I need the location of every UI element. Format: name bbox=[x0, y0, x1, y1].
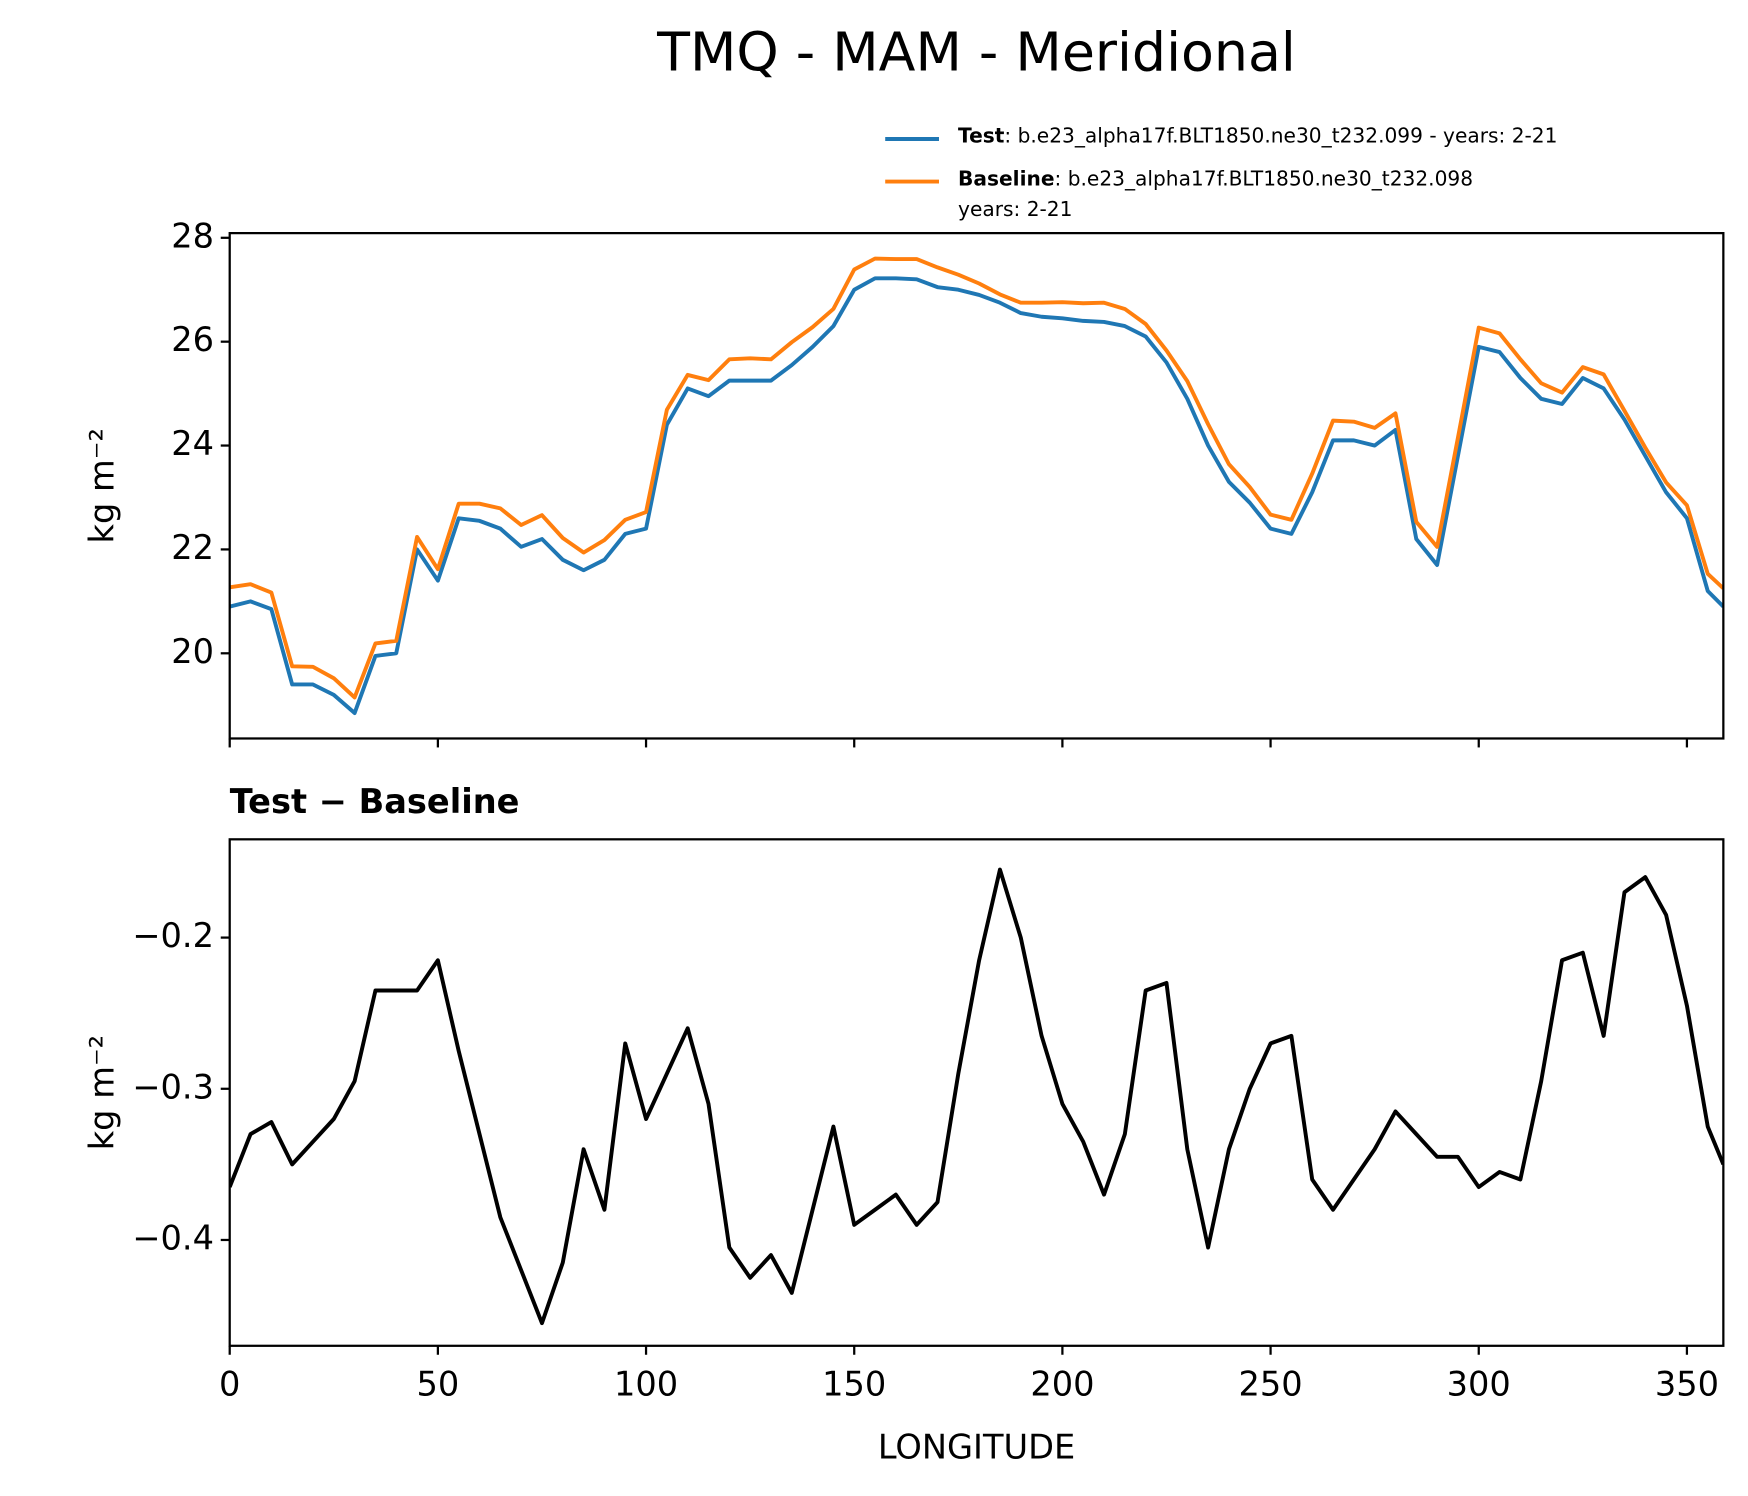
x-tick-label: 0 bbox=[219, 1365, 240, 1404]
y-axis-label: kg m⁻² bbox=[83, 428, 122, 543]
x-tick-label: 350 bbox=[1655, 1365, 1719, 1404]
data-line bbox=[229, 256, 1724, 700]
legend-description: : b.e23_alpha17f.BLT1850.ne30_t232.098 bbox=[1055, 166, 1474, 190]
legend-label: Test: b.e23_alpha17f.BLT1850.ne30_t232.0… bbox=[958, 123, 1557, 147]
data-line bbox=[229, 867, 1724, 1326]
x-tick-label: 100 bbox=[614, 1365, 678, 1404]
y-tick-label: −0.4 bbox=[132, 1218, 214, 1257]
chart-title: TMQ - MAM - Meridional bbox=[656, 21, 1296, 84]
legend-name: Test bbox=[958, 123, 1005, 147]
legend-description: : b.e23_alpha17f.BLT1850.ne30_t232.099 -… bbox=[1004, 123, 1557, 147]
x-tick-label: 150 bbox=[822, 1365, 886, 1404]
y-tick-label: 22 bbox=[171, 528, 214, 567]
y-tick-label: −0.2 bbox=[132, 916, 214, 955]
x-tick-label: 300 bbox=[1447, 1365, 1511, 1404]
axes-frame bbox=[228, 232, 1725, 740]
y-tick-label: −0.3 bbox=[132, 1067, 214, 1106]
y-axis-label: kg m⁻² bbox=[83, 1035, 122, 1150]
x-tick-label: 250 bbox=[1238, 1365, 1302, 1404]
x-axis-label: LONGITUDE bbox=[878, 1427, 1075, 1466]
legend-label: Baseline: b.e23_alpha17f.BLT1850.ne30_t2… bbox=[958, 166, 1473, 190]
axes-frame bbox=[228, 838, 1725, 1347]
x-tick-label: 50 bbox=[416, 1365, 459, 1404]
data-line bbox=[229, 276, 1724, 715]
legend-name: Baseline bbox=[958, 166, 1054, 190]
y-tick-label: 28 bbox=[171, 216, 214, 255]
y-tick-label: 24 bbox=[171, 424, 214, 463]
panel-title: Test − Baseline bbox=[230, 782, 520, 821]
x-tick-label: 200 bbox=[1030, 1365, 1094, 1404]
legend-description: years: 2-21 bbox=[958, 197, 1072, 221]
y-tick-label: 20 bbox=[171, 632, 214, 671]
y-tick-label: 26 bbox=[171, 320, 214, 359]
